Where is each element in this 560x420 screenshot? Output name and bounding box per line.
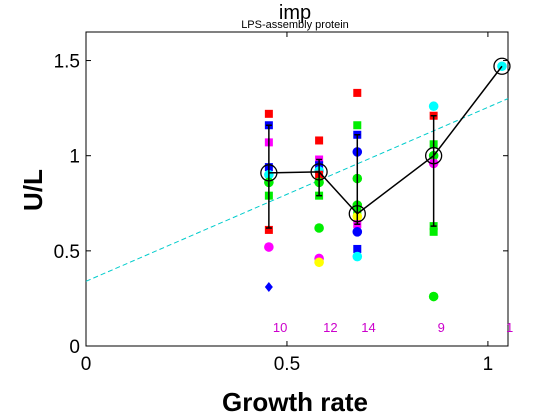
mean-marker bbox=[424, 147, 443, 165]
chart-subtitle: LPS-assembly protein bbox=[241, 19, 349, 31]
data-point-circle bbox=[314, 257, 324, 268]
data-point-diamond bbox=[264, 282, 273, 293]
trend-line bbox=[85, 98, 509, 282]
plot-area: 0 0.5 100.511.510 12 14 9 1 bbox=[54, 31, 513, 375]
data-point-square bbox=[353, 88, 362, 97]
data-point-square bbox=[315, 136, 324, 145]
data-point-square bbox=[264, 225, 273, 234]
chart-title: imp bbox=[279, 2, 311, 24]
count-label: 10 bbox=[273, 320, 287, 335]
data-point-square bbox=[353, 244, 362, 253]
mean-marker bbox=[260, 164, 278, 182]
mean-marker bbox=[348, 205, 366, 223]
data-point-circle bbox=[428, 101, 439, 112]
data-point-circle bbox=[428, 291, 439, 302]
mean-marker bbox=[310, 163, 328, 181]
data-point-circle bbox=[352, 227, 363, 237]
data-point-circle bbox=[352, 251, 363, 262]
mean-marker bbox=[493, 57, 511, 75]
x-tick-label: 0 bbox=[81, 354, 92, 375]
y-tick-label: 1.5 bbox=[54, 52, 80, 73]
plot-frame bbox=[85, 31, 509, 347]
y-tick-label: 1 bbox=[69, 147, 80, 168]
y-axis-label: U/L bbox=[18, 169, 48, 211]
count-label: 12 bbox=[323, 320, 337, 335]
count-label: 14 bbox=[361, 320, 375, 335]
y-tick-label: 0.5 bbox=[54, 242, 80, 263]
data-point-square bbox=[429, 227, 438, 236]
data-point-circle bbox=[314, 223, 324, 233]
x-tick-label: 1 bbox=[483, 354, 494, 375]
data-point-square bbox=[264, 109, 273, 118]
mean-line bbox=[268, 65, 503, 215]
count-label: 9 bbox=[438, 320, 445, 335]
data-point-square bbox=[353, 121, 362, 130]
x-tick-label: 0.5 bbox=[274, 354, 300, 375]
data-point-circle bbox=[264, 242, 274, 252]
y-tick-label: 0 bbox=[69, 337, 80, 358]
x-axis-label: Growth rate bbox=[222, 387, 368, 417]
count-label: 1 bbox=[506, 320, 513, 335]
